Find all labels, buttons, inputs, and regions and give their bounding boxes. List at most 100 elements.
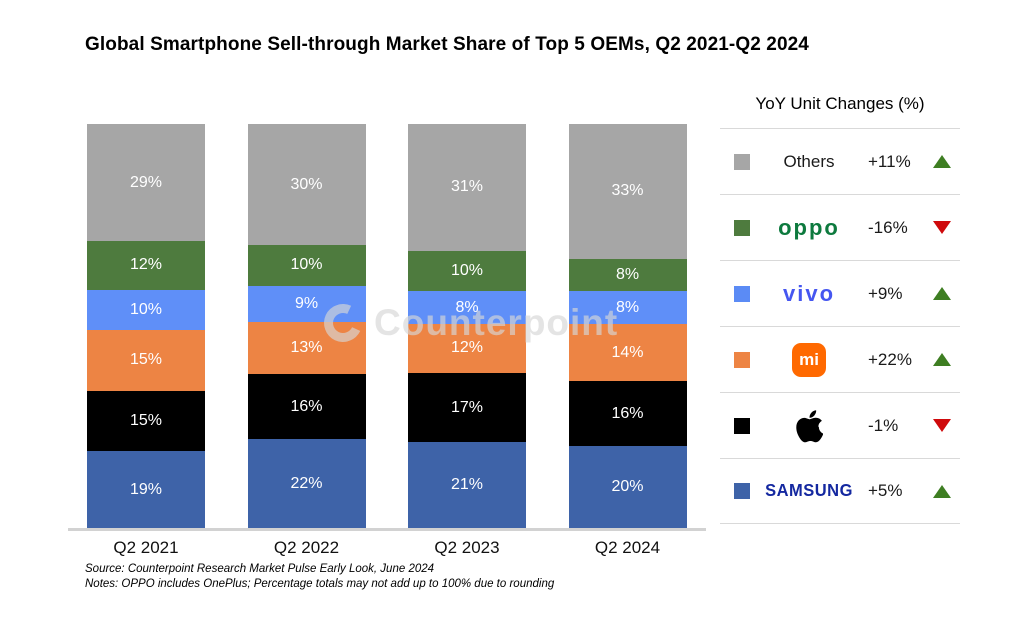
samsung-trend-up-icon <box>933 484 951 498</box>
segment-value-label: 10% <box>129 300 163 318</box>
bar-q2-2024: 33% 8% 8% 14% 16% 20% <box>568 124 687 528</box>
samsung-logo-cell: SAMSUNG <box>756 481 862 501</box>
segment-others: 30% <box>247 124 366 246</box>
legend-panel: YoY Unit Changes (%) Others +11% oppo -1… <box>720 90 960 524</box>
xiaomi-logo-cell: mi <box>756 342 862 377</box>
segment-value-label: 30% <box>290 175 323 193</box>
segment-value-label: 20% <box>611 478 644 496</box>
oppo-logo-cell: oppo <box>756 215 862 241</box>
segment-value-label: 12% <box>450 339 484 357</box>
segment-value-label: 15% <box>129 351 163 369</box>
oppo-yoy-change: -16% <box>868 217 908 237</box>
x-axis-label: Q2 2024 <box>594 538 661 557</box>
samsung-color-swatch <box>734 483 750 499</box>
vivo-trend-up-icon <box>933 287 951 300</box>
legend-row-samsung: SAMSUNG +5% <box>720 458 960 524</box>
segment-value-label: 13% <box>290 339 323 357</box>
apple-logo-icon <box>795 409 823 442</box>
segment-vivo: 10% <box>87 289 205 331</box>
vivo-yoy-change: +9% <box>868 283 903 303</box>
segment-value-label: 15% <box>129 411 163 429</box>
segment-value-label: 33% <box>611 182 644 200</box>
others-trend-up-icon <box>933 155 951 168</box>
segment-oppo: 10% <box>408 250 526 292</box>
apple-logo-cell <box>756 408 862 444</box>
segment-value-label: 12% <box>129 256 163 274</box>
segment-value-label: 8% <box>455 298 479 316</box>
segment-value-label: 8% <box>615 298 640 316</box>
x-axis-line <box>68 528 706 531</box>
segment-value-label: 10% <box>290 256 323 274</box>
legend-row-apple: -1% <box>720 392 960 458</box>
mi-logo-text: mi <box>799 349 819 369</box>
x-axis-label: Q2 2022 <box>273 538 340 557</box>
bar-q2-2022: 30% 10% 9% 13% 16% 22% <box>247 124 366 528</box>
segment-samsung: 22% <box>247 439 366 528</box>
segment-vivo: 9% <box>247 285 366 322</box>
segment-others: 31% <box>408 124 526 251</box>
legend-row-xiaomi: mi +22% <box>720 326 960 392</box>
segment-value-label: 29% <box>129 173 163 191</box>
segment-samsung: 20% <box>568 446 687 528</box>
bar-q2-2023: 31% 10% 8% 12% 17% 21% <box>408 124 526 528</box>
segment-vivo: 8% <box>568 291 687 324</box>
segment-value-label: 8% <box>615 265 640 283</box>
segment-apple: 16% <box>568 381 687 447</box>
plot-area: 29% 12% 10% 15% 15% 19% 30% 10% 9% 13% 16% 22% 31% 10… <box>68 124 706 557</box>
segment-xiaomi: 15% <box>87 330 205 391</box>
source-note: Source: Counterpoint Research Market Pul… <box>85 563 435 575</box>
xiaomi-yoy-change: +22% <box>868 349 912 369</box>
rounding-note: Notes: OPPO includes OnePlus; Percentage… <box>85 578 555 590</box>
segment-value-label: 19% <box>129 480 163 498</box>
others-color-swatch <box>734 153 750 170</box>
segment-value-label: 10% <box>450 261 484 279</box>
segment-oppo: 8% <box>568 258 687 292</box>
mi-logo: mi <box>792 342 826 377</box>
legend-row-vivo: vivo +9% <box>720 260 960 326</box>
segment-value-label: 21% <box>450 476 484 494</box>
x-axis-label: Q2 2023 <box>434 538 500 557</box>
vivo-color-swatch <box>734 285 750 302</box>
segment-value-label: 31% <box>450 178 484 196</box>
oppo-logo: oppo <box>778 214 840 240</box>
apple-trend-down-icon <box>933 419 951 432</box>
xiaomi-color-swatch <box>734 351 750 368</box>
bar-q2-2021: 29% 12% 10% 15% 15% 19% <box>87 124 205 528</box>
segment-oppo: 10% <box>247 245 366 286</box>
segment-oppo: 12% <box>87 241 205 290</box>
segment-value-label: 17% <box>450 398 484 416</box>
apple-yoy-change: -1% <box>868 415 899 435</box>
segment-apple: 15% <box>87 390 205 452</box>
legend-row-others: Others +11% <box>720 128 960 194</box>
segment-value-label: 9% <box>294 294 319 312</box>
vivo-logo-cell: vivo <box>756 281 862 307</box>
segment-xiaomi: 14% <box>568 323 687 382</box>
segment-xiaomi: 12% <box>408 323 526 373</box>
others-logo-cell: Others <box>756 152 862 172</box>
segment-value-label: 14% <box>611 343 644 361</box>
segment-samsung: 21% <box>408 442 526 528</box>
segment-apple: 16% <box>247 374 366 440</box>
segment-xiaomi: 13% <box>247 321 366 375</box>
apple-color-swatch <box>734 417 750 434</box>
vivo-logo: vivo <box>782 280 836 306</box>
samsung-yoy-change: +5% <box>868 481 903 500</box>
segment-others: 33% <box>568 124 687 259</box>
others-yoy-change: +11% <box>868 151 911 171</box>
segment-vivo: 8% <box>408 291 526 324</box>
segment-value-label: 16% <box>290 397 323 415</box>
page-title: Global Smartphone Sell-through Market Sh… <box>85 34 809 55</box>
legend-row-oppo: oppo -16% <box>720 194 960 260</box>
others-label: Others <box>783 151 835 171</box>
footnotes: Source: Counterpoint Research Market Pul… <box>85 562 554 592</box>
xiaomi-trend-up-icon <box>933 353 951 366</box>
oppo-trend-down-icon <box>933 221 951 234</box>
segment-samsung: 19% <box>87 451 205 528</box>
x-axis-label: Q2 2021 <box>113 538 179 557</box>
segment-value-label: 16% <box>611 404 644 422</box>
segment-value-label: 22% <box>290 474 323 492</box>
segment-apple: 17% <box>408 372 526 443</box>
oppo-color-swatch <box>734 219 750 236</box>
legend-header: YoY Unit Changes (%) <box>755 94 925 113</box>
